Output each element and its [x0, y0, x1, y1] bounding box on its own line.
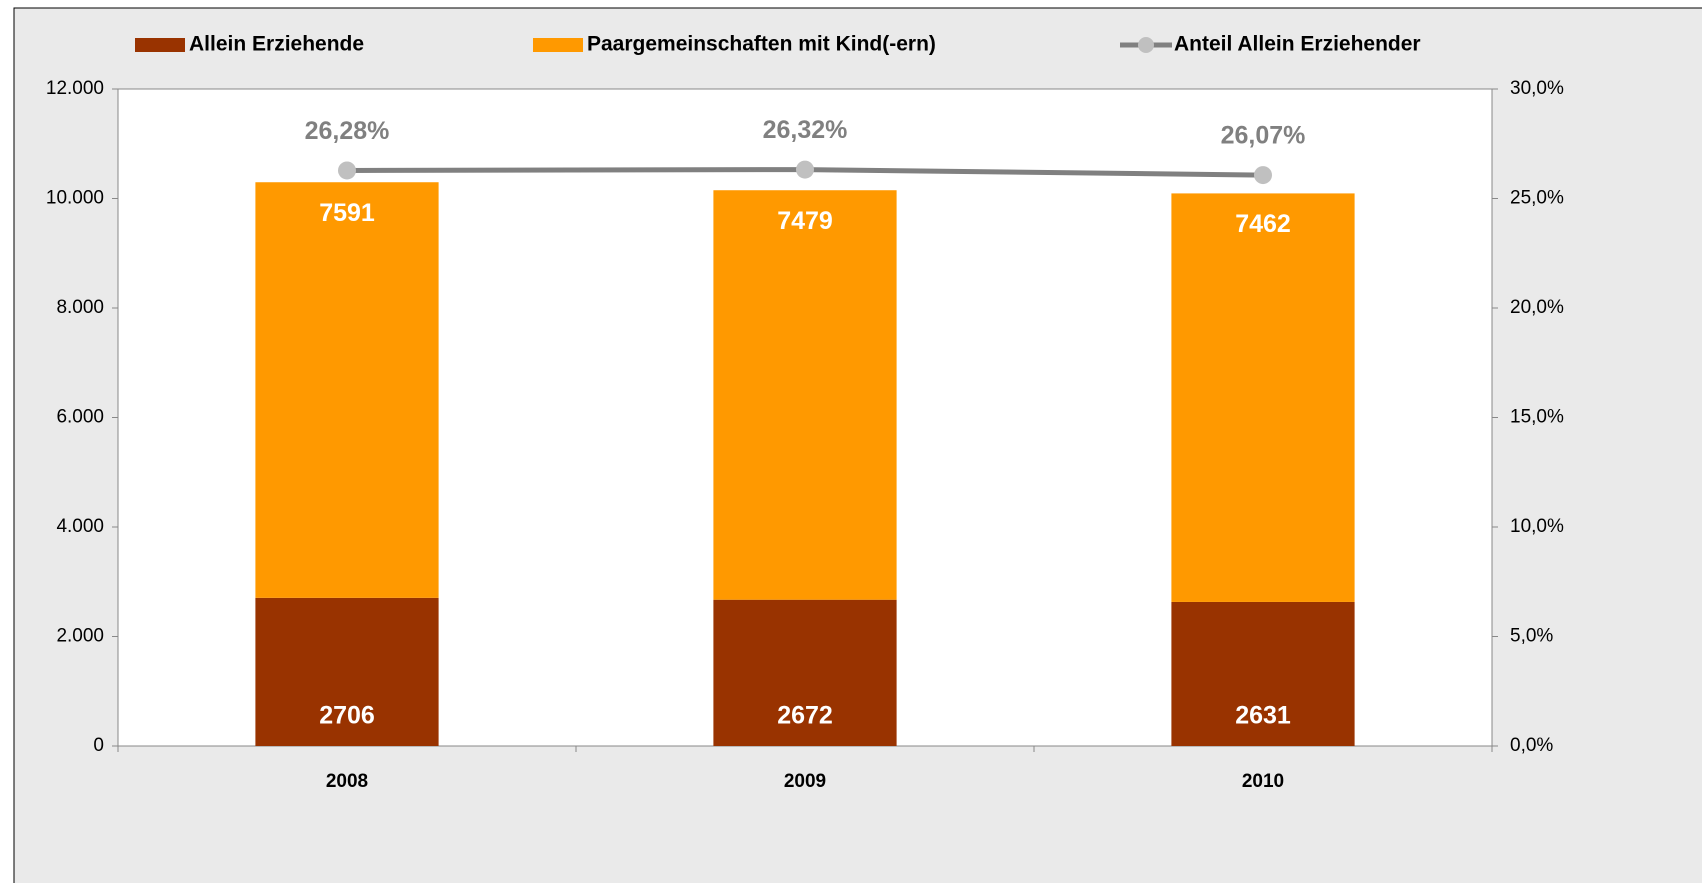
- x-tick-label: 2010: [1242, 771, 1284, 792]
- data-label: 26,32%: [763, 116, 848, 144]
- data-label: 7591: [319, 199, 375, 227]
- legend-swatch: [135, 38, 185, 52]
- y-tick-label: 10.000: [46, 188, 104, 209]
- legend-label: Allein Erziehende: [189, 33, 364, 56]
- legend-swatch: [1138, 37, 1154, 53]
- legend-swatch: [533, 38, 583, 52]
- bar-segment: [713, 190, 897, 600]
- y2-tick-label: 10,0%: [1510, 516, 1564, 537]
- data-label: 2706: [319, 702, 375, 730]
- data-label: 26,28%: [305, 117, 390, 145]
- bar-segment: [713, 599, 897, 746]
- y2-tick-label: 0,0%: [1510, 735, 1553, 756]
- line-marker: [796, 160, 814, 179]
- y-tick-label: 2.000: [56, 626, 104, 647]
- line-marker: [1254, 166, 1272, 185]
- bar-segment: [255, 597, 439, 746]
- y2-tick-label: 20,0%: [1510, 297, 1564, 318]
- bar-segment: [255, 182, 439, 598]
- bar-segment: [1171, 193, 1355, 602]
- bar-segment: [1171, 601, 1355, 746]
- y2-tick-label: 5,0%: [1510, 626, 1553, 647]
- data-label: 7462: [1235, 210, 1291, 238]
- x-tick-label: 2008: [326, 771, 368, 792]
- y-tick-label: 12.000: [46, 78, 104, 99]
- data-label: 26,07%: [1221, 122, 1306, 150]
- y-tick-label: 6.000: [56, 407, 104, 428]
- data-label: 2672: [777, 702, 833, 730]
- y2-tick-label: 25,0%: [1510, 188, 1564, 209]
- x-tick-label: 2009: [784, 771, 826, 792]
- y2-tick-label: 15,0%: [1510, 407, 1564, 428]
- y-tick-label: 4.000: [56, 516, 104, 537]
- line-marker: [338, 161, 356, 180]
- y-tick-label: 8.000: [56, 297, 104, 318]
- data-label: 7479: [777, 207, 833, 235]
- y2-tick-label: 30,0%: [1510, 78, 1564, 99]
- legend-label: Paargemeinschaften mit Kind(-ern): [587, 33, 936, 56]
- y-tick-label: 0: [93, 735, 104, 756]
- data-label: 2631: [1235, 702, 1291, 730]
- legend-label: Anteil Allein Erziehender: [1174, 33, 1421, 56]
